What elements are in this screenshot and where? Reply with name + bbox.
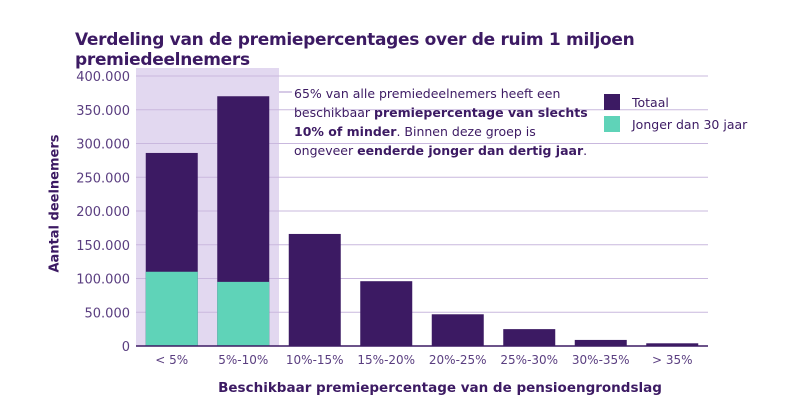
annotation-part: 65% van alle premiedeelnemers heeft een … <box>294 86 561 120</box>
bar-jonger <box>145 271 198 346</box>
legend-swatch <box>604 116 620 132</box>
legend-item-totaal: Totaal <box>604 94 669 110</box>
x-tick-label: 20%-25% <box>429 353 487 367</box>
bar-totaal <box>646 343 699 346</box>
y-tick-label: 350.000 <box>76 104 130 119</box>
legend-swatch <box>604 94 620 110</box>
annotation-part: . Binnen deze groep is ongeveer <box>294 124 536 158</box>
x-tick-label: > 35% <box>652 353 693 367</box>
x-tick-label: 25%-30% <box>500 353 558 367</box>
bar-jonger <box>217 281 270 346</box>
x-tick-label: 15%-20% <box>357 353 415 367</box>
annotation-part: . <box>583 143 588 158</box>
bar-totaal <box>431 314 484 346</box>
x-tick-label: 5%-10% <box>218 353 268 367</box>
y-tick-label: 0 <box>122 340 130 355</box>
x-tick-label: 10%-15% <box>286 353 344 367</box>
annotation-part: eenderde jonger dan dertig jaar <box>357 143 584 158</box>
legend-label: Jonger dan 30 jaar <box>632 116 748 132</box>
annotation: 65% van alle premiedeelnemers heeft een … <box>294 84 594 160</box>
x-axis-label: Beschikbaar premiepercentage van de pens… <box>218 380 662 396</box>
y-tick-label: 250.000 <box>76 171 130 186</box>
x-tick-label: < 5% <box>155 353 188 367</box>
y-tick-label: 50.000 <box>85 306 131 321</box>
y-tick-label: 100.000 <box>76 273 130 288</box>
bar-totaal <box>503 329 556 346</box>
chart-title: Verdeling van de premiepercentages over … <box>75 30 635 70</box>
y-tick-label: 200.000 <box>76 205 130 220</box>
annotation-part: premiepercentage van slechts 10% of mind… <box>294 105 588 139</box>
legend-label: Totaal <box>632 94 669 110</box>
y-tick-label: 150.000 <box>76 239 130 254</box>
y-tick-label: 300.000 <box>76 138 130 153</box>
y-axis-label: Aantal deelnemers <box>47 134 63 273</box>
bar-totaal <box>288 233 341 346</box>
bar-totaal <box>574 339 627 346</box>
x-tick-label: 30%-35% <box>572 353 630 367</box>
y-tick-label: 400.000 <box>76 70 130 85</box>
bar-totaal <box>360 281 413 346</box>
legend-item-jonger: Jonger dan 30 jaar <box>604 116 747 132</box>
